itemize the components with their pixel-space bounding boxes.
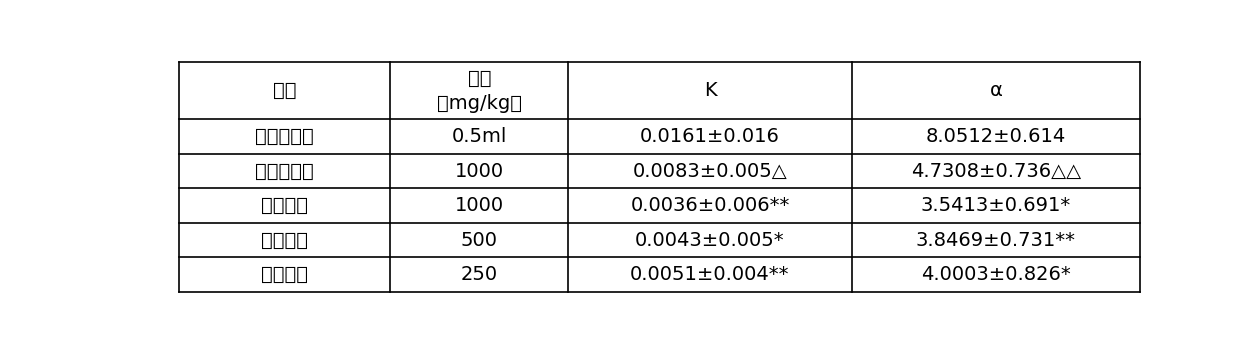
Text: K: K — [703, 81, 717, 100]
Text: 0.5ml: 0.5ml — [451, 127, 507, 146]
Text: 组别: 组别 — [273, 81, 296, 100]
Text: α: α — [990, 81, 1002, 100]
Text: 0.0043±0.005*: 0.0043±0.005* — [635, 231, 785, 250]
Text: 4.0003±0.826*: 4.0003±0.826* — [921, 265, 1071, 284]
Text: 0.0161±0.016: 0.0161±0.016 — [640, 127, 780, 146]
Text: 空白对照组: 空白对照组 — [255, 127, 314, 146]
Text: 0.0051±0.004**: 0.0051±0.004** — [630, 265, 790, 284]
Text: 1000: 1000 — [455, 162, 503, 181]
Text: 剂量
（mg/kg）: 剂量 （mg/kg） — [436, 69, 522, 112]
Text: 250: 250 — [461, 265, 498, 284]
Text: 3.5413±0.691*: 3.5413±0.691* — [921, 196, 1071, 215]
Text: 8.0512±0.614: 8.0512±0.614 — [926, 127, 1066, 146]
Text: 低剂量组: 低剂量组 — [262, 265, 309, 284]
Text: 3.8469±0.731**: 3.8469±0.731** — [916, 231, 1076, 250]
Text: 4.7308±0.736△△: 4.7308±0.736△△ — [911, 162, 1081, 181]
Text: 0.0083±0.005△: 0.0083±0.005△ — [632, 162, 787, 181]
Text: 0.0036±0.006**: 0.0036±0.006** — [630, 196, 790, 215]
Text: 高剂量组: 高剂量组 — [262, 196, 309, 215]
Text: 1000: 1000 — [455, 196, 503, 215]
Text: 中剂量组: 中剂量组 — [262, 231, 309, 250]
Text: 500: 500 — [461, 231, 497, 250]
Text: 阳性对照组: 阳性对照组 — [255, 162, 314, 181]
